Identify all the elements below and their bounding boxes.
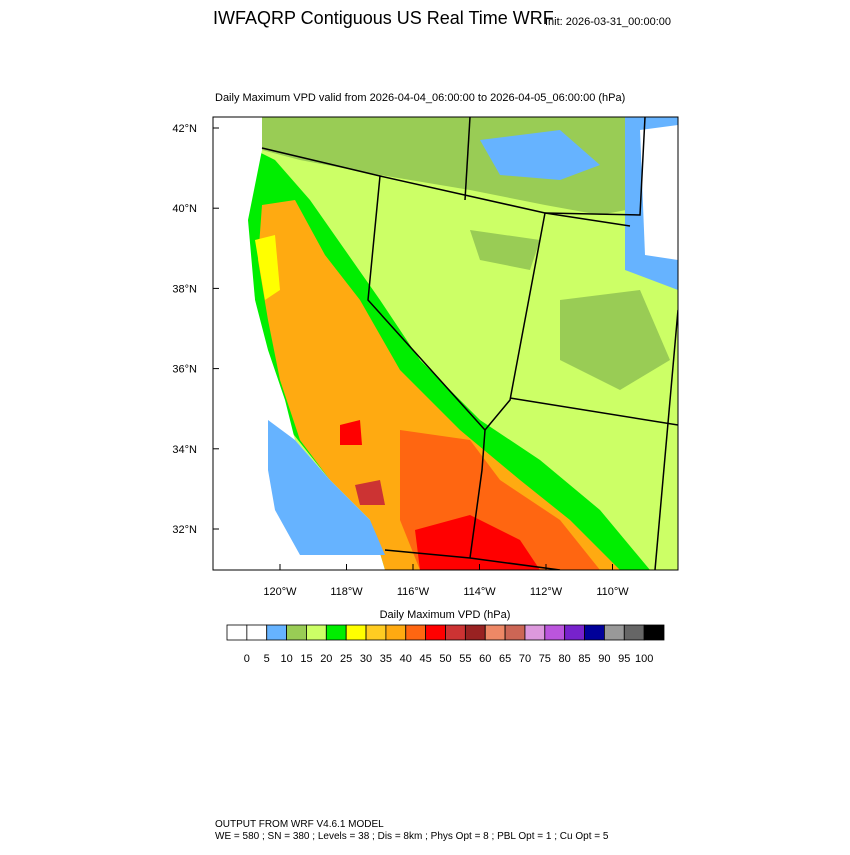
colorbar-label: 20 xyxy=(320,653,332,665)
border xyxy=(484,212,546,431)
lat-label: 32°N xyxy=(172,524,197,536)
map xyxy=(212,116,679,571)
warm-area xyxy=(258,200,620,570)
lon-label: 116°W xyxy=(397,586,430,598)
footer-line: WE = 580 ; SN = 380 ; Levels = 38 ; Dis … xyxy=(215,831,609,842)
footer-line: OUTPUT FROM WRF V4.6.1 MODEL xyxy=(215,819,384,830)
state-borders xyxy=(261,117,678,570)
colorbar-label: 15 xyxy=(300,653,312,665)
olive-area xyxy=(470,230,540,270)
lon-label: 118°W xyxy=(330,586,363,598)
colorbar-box xyxy=(564,624,585,641)
lat-label: 40°N xyxy=(172,203,197,215)
colorbar-box xyxy=(524,624,546,641)
colorbar-box xyxy=(544,624,566,641)
colorbar-box xyxy=(584,624,605,641)
lon-label: 114°W xyxy=(463,586,496,598)
colorbar-label: 0 xyxy=(244,653,250,665)
colorbar-box xyxy=(504,624,526,641)
colorbar-label: 85 xyxy=(578,653,590,665)
colorbar-box xyxy=(604,624,625,641)
colorbar-box xyxy=(623,624,645,641)
colorbar-box xyxy=(405,624,427,641)
lon-label: 110°W xyxy=(596,586,629,598)
missing-area xyxy=(640,125,678,260)
colorbar-label: 30 xyxy=(360,653,372,665)
colorbar-box xyxy=(425,624,446,641)
colorbar-box xyxy=(306,624,327,641)
lat-label: 38°N xyxy=(172,283,197,295)
colorbar-label: 95 xyxy=(618,653,630,665)
snow-area xyxy=(480,130,600,180)
colorbar-box xyxy=(325,624,347,641)
colorbar-box xyxy=(365,624,387,641)
lat-label: 36°N xyxy=(172,364,197,376)
border xyxy=(384,549,561,570)
colorbar-label: 55 xyxy=(459,653,471,665)
colorbar-box xyxy=(484,624,506,641)
colorbar-box xyxy=(266,624,287,641)
init-time: Init: 2026-03-31_00:00:00 xyxy=(545,16,671,28)
border xyxy=(509,397,678,426)
colorbar-label: 65 xyxy=(499,653,511,665)
ocean-area xyxy=(268,420,385,555)
north-region xyxy=(262,117,678,215)
colorbar-label: 25 xyxy=(340,653,352,665)
lat-label: 34°N xyxy=(172,444,197,456)
colorbar-label: 40 xyxy=(400,653,412,665)
plot-frame xyxy=(212,116,679,571)
colorbar-box xyxy=(643,624,665,641)
lat-label: 42°N xyxy=(172,123,197,135)
colorbar-label: 45 xyxy=(420,653,432,665)
colorbar-label: 50 xyxy=(439,653,451,665)
colorbar-label: 5 xyxy=(264,653,270,665)
lon-label: 120°W xyxy=(263,586,297,598)
colorbar-box xyxy=(385,624,407,641)
colorbar-label: 90 xyxy=(598,653,610,665)
colorbar-box xyxy=(286,624,307,641)
colorbar-title: Daily Maximum VPD (hPa) xyxy=(380,609,511,621)
border xyxy=(261,147,631,227)
border xyxy=(654,309,678,570)
border xyxy=(464,117,471,201)
hot-spot xyxy=(340,420,362,445)
subtitle: Daily Maximum VPD valid from 2026-04-04_… xyxy=(215,92,625,104)
yellow-area xyxy=(255,235,280,300)
colorbar-label: 60 xyxy=(479,653,491,665)
colorbar-label: 70 xyxy=(519,653,531,665)
colorbar-label: 75 xyxy=(539,653,551,665)
colorbar-box xyxy=(445,624,466,641)
lon-label: 112°W xyxy=(530,586,563,598)
hot-spot xyxy=(355,480,385,505)
border xyxy=(544,117,646,216)
colorbar-label: 10 xyxy=(280,653,292,665)
olive-area xyxy=(560,290,670,390)
colorbar-label: 80 xyxy=(559,653,571,665)
colorbar-box xyxy=(464,624,486,641)
colorbar-label: 35 xyxy=(380,653,392,665)
colorbar-box xyxy=(246,624,268,641)
colorbar-box xyxy=(226,624,248,641)
colorbar-label: 100 xyxy=(635,653,653,665)
colorbar-box xyxy=(345,624,367,641)
ocean xyxy=(213,117,385,570)
title: IWFAQRP Contiguous US Real Time WRF xyxy=(213,8,554,28)
